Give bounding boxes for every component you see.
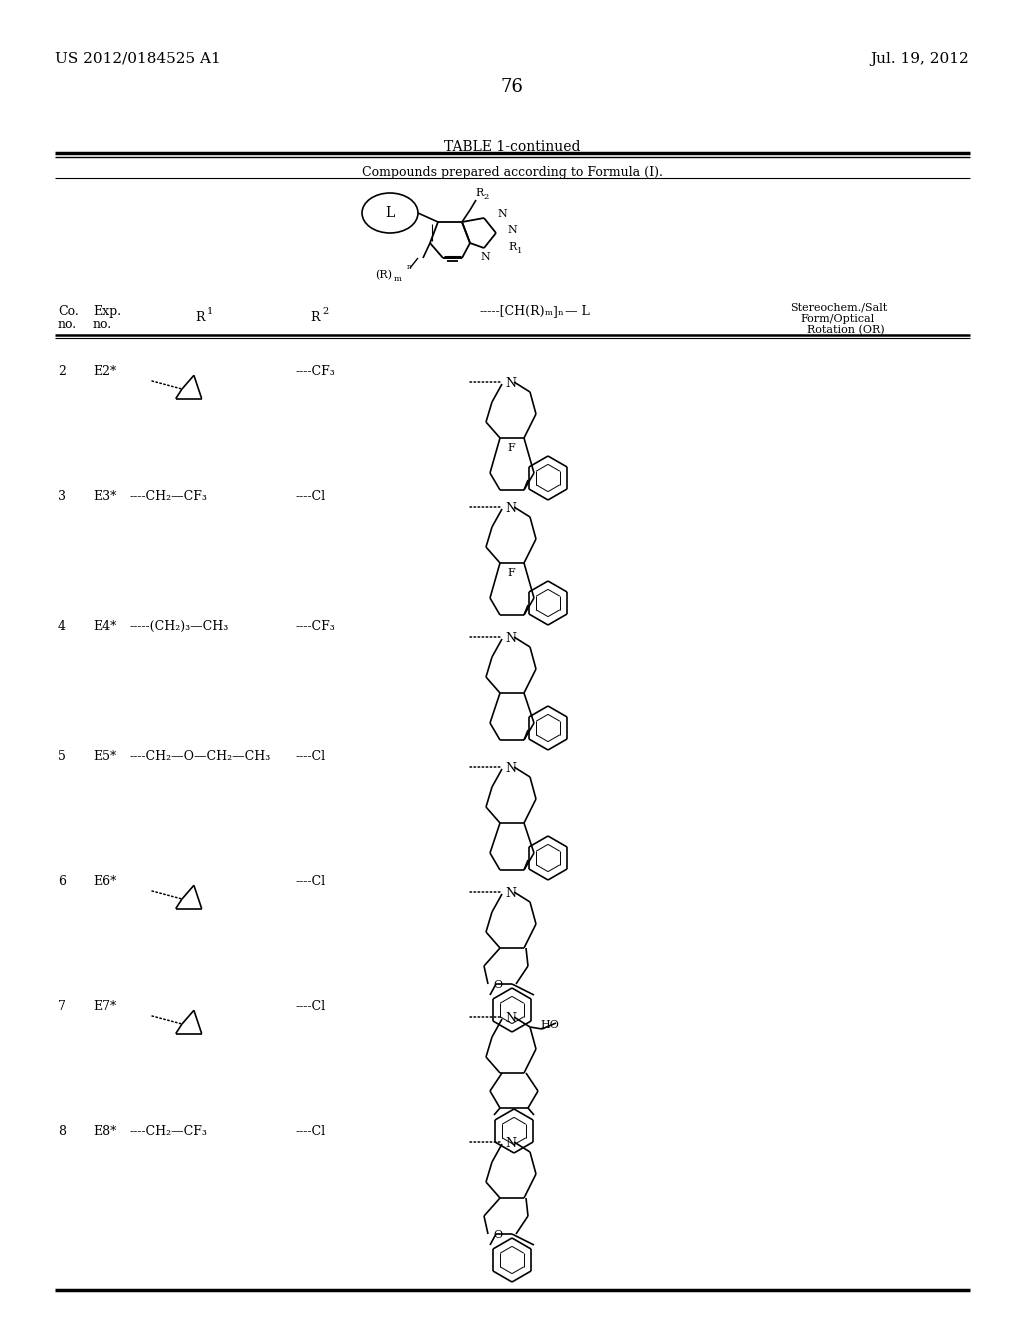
Text: N: N: [507, 224, 517, 235]
Text: n: n: [558, 309, 563, 317]
Text: E7*: E7*: [93, 1001, 117, 1012]
Text: 2: 2: [322, 308, 329, 315]
Text: ]: ]: [552, 305, 557, 318]
Text: -----[CH(R): -----[CH(R): [480, 305, 546, 318]
Text: ----Cl: ----Cl: [295, 750, 326, 763]
Text: E5*: E5*: [93, 750, 117, 763]
Text: N: N: [480, 252, 489, 261]
Text: TABLE 1-continued: TABLE 1-continued: [443, 140, 581, 154]
Text: 7: 7: [58, 1001, 66, 1012]
Text: Jul. 19, 2012: Jul. 19, 2012: [870, 51, 969, 66]
Text: E4*: E4*: [93, 620, 117, 634]
Text: ----Cl: ----Cl: [295, 1001, 326, 1012]
Text: Form/Optical: Form/Optical: [800, 314, 874, 323]
Text: O: O: [494, 1230, 503, 1239]
Text: ----Cl: ----Cl: [295, 1125, 326, 1138]
Text: 2: 2: [58, 366, 66, 378]
Text: ----CF₃: ----CF₃: [295, 366, 335, 378]
Text: 76: 76: [501, 78, 523, 96]
Text: E2*: E2*: [93, 366, 117, 378]
Text: R: R: [475, 187, 483, 198]
Text: E6*: E6*: [93, 875, 117, 888]
Text: R: R: [508, 242, 516, 252]
Text: N: N: [505, 1137, 516, 1150]
Text: m: m: [545, 309, 553, 317]
Text: 8: 8: [58, 1125, 66, 1138]
Text: F: F: [507, 444, 515, 453]
Text: 2: 2: [483, 193, 488, 201]
Text: no.: no.: [58, 318, 77, 331]
Text: US 2012/0184525 A1: US 2012/0184525 A1: [55, 51, 221, 66]
Text: N: N: [505, 632, 516, 645]
Text: ----Cl: ----Cl: [295, 490, 326, 503]
Text: 1: 1: [517, 247, 522, 255]
Text: L: L: [385, 206, 394, 220]
Text: R: R: [196, 312, 205, 323]
Text: ----CH₂—CF₃: ----CH₂—CF₃: [130, 490, 208, 503]
Text: N: N: [497, 209, 507, 219]
Text: N: N: [505, 762, 516, 775]
Text: N: N: [505, 502, 516, 515]
Text: N: N: [505, 1012, 516, 1026]
Text: Stereochem./Salt: Stereochem./Salt: [790, 302, 887, 312]
Text: HO: HO: [540, 1020, 559, 1030]
Text: 5: 5: [58, 750, 66, 763]
Text: O: O: [494, 979, 503, 990]
Text: ----CF₃: ----CF₃: [295, 620, 335, 634]
Text: N: N: [505, 887, 516, 900]
Text: Co.: Co.: [58, 305, 79, 318]
Text: N: N: [505, 378, 516, 389]
Text: E8*: E8*: [93, 1125, 117, 1138]
Text: 4: 4: [58, 620, 66, 634]
Text: Exp.: Exp.: [93, 305, 121, 318]
Text: Compounds prepared according to Formula (I).: Compounds prepared according to Formula …: [361, 166, 663, 180]
Text: ----CH₂—O—CH₂—CH₃: ----CH₂—O—CH₂—CH₃: [130, 750, 271, 763]
Text: -----(CH₂)₃—CH₃: -----(CH₂)₃—CH₃: [130, 620, 229, 634]
Text: — L: — L: [565, 305, 590, 318]
Text: ----CH₂—CF₃: ----CH₂—CF₃: [130, 1125, 208, 1138]
Text: E3*: E3*: [93, 490, 117, 503]
Text: F: F: [507, 568, 515, 578]
Text: 6: 6: [58, 875, 66, 888]
Text: m: m: [394, 275, 401, 282]
Text: no.: no.: [93, 318, 112, 331]
Text: 1: 1: [207, 308, 213, 315]
Text: (R): (R): [375, 271, 392, 280]
Text: Rotation (OR): Rotation (OR): [807, 325, 885, 335]
Text: n: n: [407, 263, 412, 271]
Text: 3: 3: [58, 490, 66, 503]
Text: ----Cl: ----Cl: [295, 875, 326, 888]
Text: R: R: [310, 312, 319, 323]
